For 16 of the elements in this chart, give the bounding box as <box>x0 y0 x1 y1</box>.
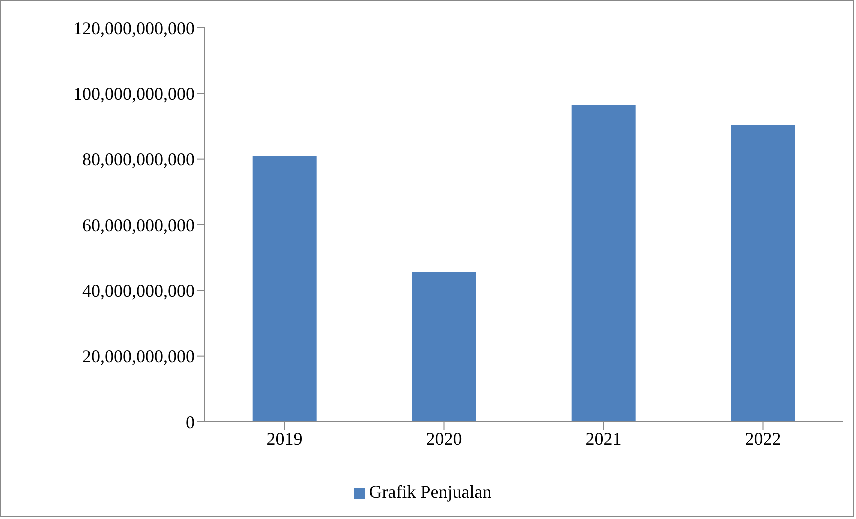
y-tick-label: 20,000,000,000 <box>82 346 195 367</box>
x-tick-label: 2021 <box>586 428 622 449</box>
legend-label: Grafik Penjualan <box>369 482 492 502</box>
bar <box>252 156 317 422</box>
y-tick-label: 80,000,000,000 <box>82 150 195 170</box>
y-tick-label: 120,000,000,000 <box>74 18 195 38</box>
y-tick-label: 100,000,000,000 <box>74 84 195 104</box>
y-tick-label: 40,000,000,000 <box>82 281 195 302</box>
x-tick-label: 2019 <box>266 428 303 449</box>
bar <box>731 126 796 422</box>
x-tick-label: 2022 <box>745 428 782 449</box>
y-tick-label: 0 <box>186 412 195 432</box>
bar <box>412 272 476 422</box>
x-tick-label: 2020 <box>426 428 462 449</box>
y-tick-label: 60,000,000,000 <box>82 215 195 236</box>
bar <box>572 105 636 422</box>
